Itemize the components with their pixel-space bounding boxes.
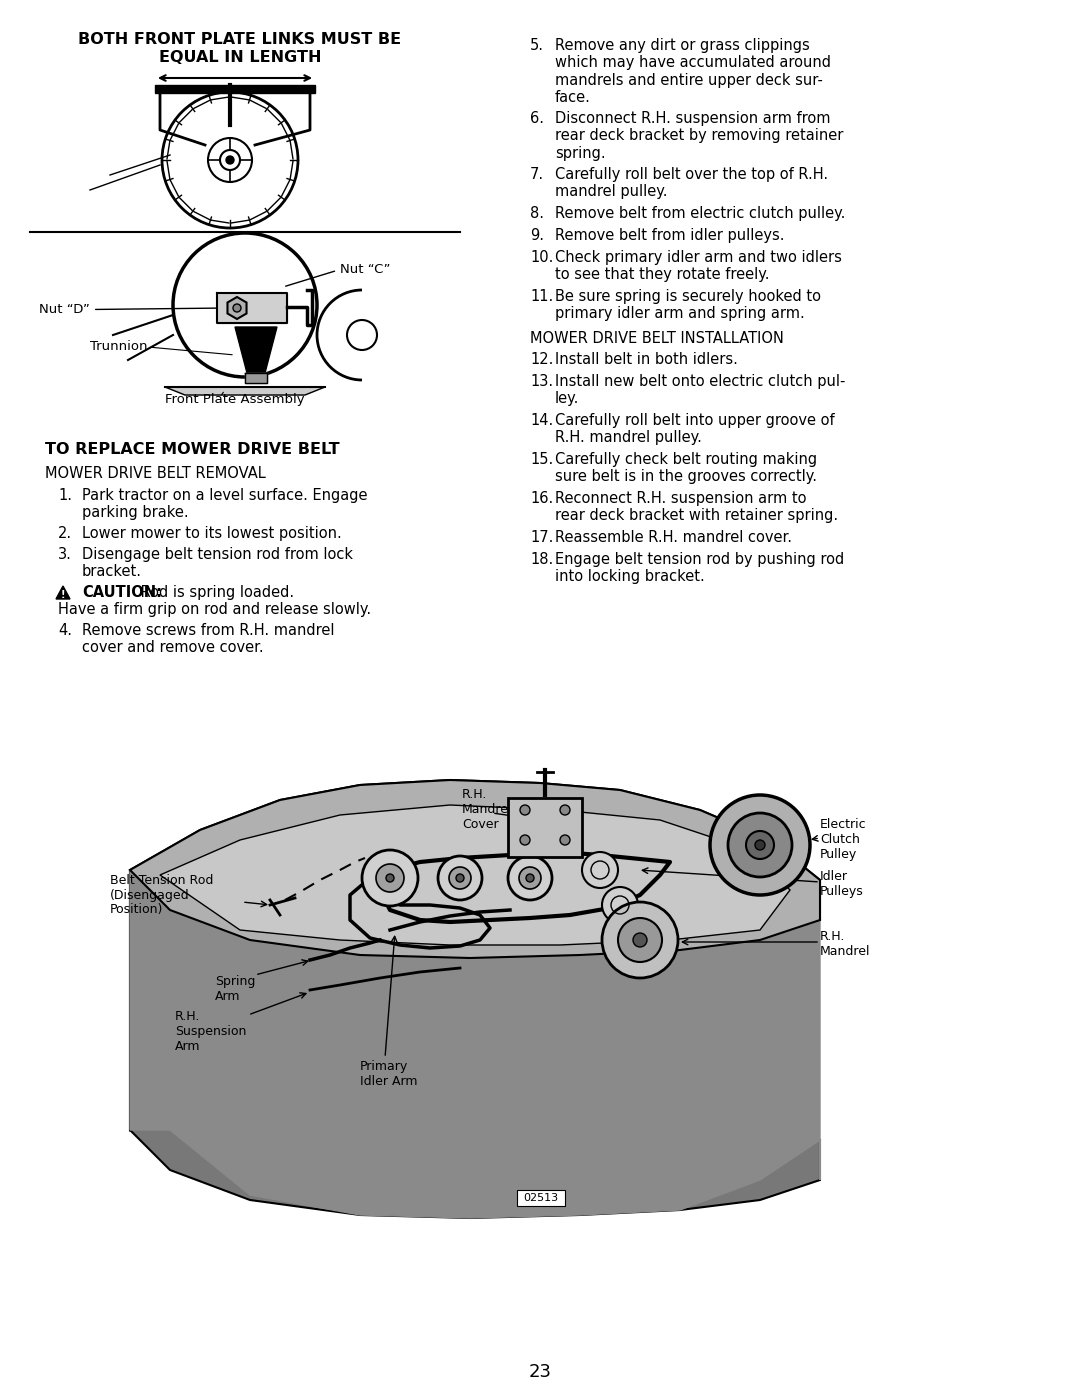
Text: 18.: 18. bbox=[530, 552, 553, 567]
Text: 17.: 17. bbox=[530, 529, 553, 545]
Text: 10.: 10. bbox=[530, 250, 553, 265]
Text: Install belt in both idlers.: Install belt in both idlers. bbox=[555, 352, 738, 367]
Text: BOTH FRONT PLATE LINKS MUST BE: BOTH FRONT PLATE LINKS MUST BE bbox=[79, 32, 402, 47]
Circle shape bbox=[519, 835, 530, 845]
Text: 5.: 5. bbox=[530, 38, 544, 53]
Text: 14.: 14. bbox=[530, 414, 553, 427]
Text: Idler
Pulleys: Idler Pulleys bbox=[820, 870, 864, 898]
Circle shape bbox=[755, 840, 765, 849]
Text: Carefully roll belt over the top of R.H.
mandrel pulley.: Carefully roll belt over the top of R.H.… bbox=[555, 168, 828, 200]
Text: Engage belt tension rod by pushing rod
into locking bracket.: Engage belt tension rod by pushing rod i… bbox=[555, 552, 845, 584]
Polygon shape bbox=[245, 373, 267, 383]
Text: 12.: 12. bbox=[530, 352, 553, 367]
Text: 4.: 4. bbox=[58, 623, 72, 638]
Circle shape bbox=[438, 856, 482, 900]
Text: EQUAL IN LENGTH: EQUAL IN LENGTH bbox=[159, 50, 321, 66]
Circle shape bbox=[386, 875, 394, 882]
Polygon shape bbox=[56, 585, 70, 599]
Polygon shape bbox=[165, 387, 325, 395]
Polygon shape bbox=[156, 85, 315, 94]
Polygon shape bbox=[160, 805, 789, 944]
Text: Install new belt onto electric clutch pul-
ley.: Install new belt onto electric clutch pu… bbox=[555, 374, 846, 407]
Text: 3.: 3. bbox=[58, 548, 72, 562]
Circle shape bbox=[710, 795, 810, 895]
Text: CAUTION:: CAUTION: bbox=[82, 585, 162, 599]
Text: Disconnect R.H. suspension arm from
rear deck bracket by removing retainer
sprin: Disconnect R.H. suspension arm from rear… bbox=[555, 110, 843, 161]
Text: 15.: 15. bbox=[530, 453, 553, 467]
Circle shape bbox=[456, 875, 464, 882]
Text: 8.: 8. bbox=[530, 205, 544, 221]
Text: Reconnect R.H. suspension arm to
rear deck bracket with retainer spring.: Reconnect R.H. suspension arm to rear de… bbox=[555, 490, 838, 524]
Circle shape bbox=[362, 849, 418, 907]
Text: MOWER DRIVE BELT REMOVAL: MOWER DRIVE BELT REMOVAL bbox=[45, 467, 266, 481]
Text: 16.: 16. bbox=[530, 490, 553, 506]
Text: Check primary idler arm and two idlers
to see that they rotate freely.: Check primary idler arm and two idlers t… bbox=[555, 250, 842, 282]
Text: 02513: 02513 bbox=[524, 1193, 558, 1203]
Text: 23: 23 bbox=[528, 1363, 552, 1382]
Polygon shape bbox=[130, 780, 820, 1218]
Text: Park tractor on a level surface. Engage
parking brake.: Park tractor on a level surface. Engage … bbox=[82, 488, 367, 521]
Text: Carefully roll belt into upper groove of
R.H. mandrel pulley.: Carefully roll belt into upper groove of… bbox=[555, 414, 835, 446]
Text: R.H.
Mandrel: R.H. Mandrel bbox=[820, 930, 870, 958]
Circle shape bbox=[602, 887, 638, 923]
Text: 2.: 2. bbox=[58, 527, 72, 541]
Text: Rod is spring loaded.: Rod is spring loaded. bbox=[136, 585, 295, 599]
Text: MOWER DRIVE BELT INSTALLATION: MOWER DRIVE BELT INSTALLATION bbox=[530, 331, 784, 346]
Text: Front Plate Assembly: Front Plate Assembly bbox=[165, 394, 305, 407]
Circle shape bbox=[618, 918, 662, 963]
Text: Electric
Clutch
Pulley: Electric Clutch Pulley bbox=[820, 819, 866, 861]
Text: 9.: 9. bbox=[530, 228, 544, 243]
Circle shape bbox=[376, 863, 404, 893]
Circle shape bbox=[561, 805, 570, 814]
Text: Lower mower to its lowest position.: Lower mower to its lowest position. bbox=[82, 527, 341, 541]
Text: Remove any dirt or grass clippings
which may have accumulated around
mandrels an: Remove any dirt or grass clippings which… bbox=[555, 38, 831, 105]
Circle shape bbox=[582, 852, 618, 888]
Circle shape bbox=[526, 875, 534, 882]
Text: Spring
Arm: Spring Arm bbox=[215, 975, 255, 1003]
Text: 6.: 6. bbox=[530, 110, 544, 126]
Text: 1.: 1. bbox=[58, 488, 72, 503]
Text: Remove belt from electric clutch pulley.: Remove belt from electric clutch pulley. bbox=[555, 205, 846, 221]
Polygon shape bbox=[130, 780, 820, 958]
Polygon shape bbox=[235, 327, 276, 373]
Text: Remove screws from R.H. mandrel
cover and remove cover.: Remove screws from R.H. mandrel cover an… bbox=[82, 623, 335, 655]
Text: Primary
Idler Arm: Primary Idler Arm bbox=[360, 1060, 418, 1088]
FancyBboxPatch shape bbox=[517, 1190, 565, 1206]
Circle shape bbox=[633, 933, 647, 947]
Polygon shape bbox=[130, 870, 820, 1218]
Circle shape bbox=[226, 156, 234, 163]
Text: !: ! bbox=[60, 590, 65, 599]
Text: 13.: 13. bbox=[530, 374, 553, 388]
Circle shape bbox=[746, 831, 774, 859]
Circle shape bbox=[602, 902, 678, 978]
Text: Have a firm grip on rod and release slowly.: Have a firm grip on rod and release slow… bbox=[58, 602, 372, 617]
Text: Nut “D”: Nut “D” bbox=[39, 303, 225, 316]
Circle shape bbox=[519, 868, 541, 888]
Circle shape bbox=[508, 856, 552, 900]
Text: Disengage belt tension rod from lock
bracket.: Disengage belt tension rod from lock bra… bbox=[82, 548, 353, 580]
Text: R.H.
Suspension
Arm: R.H. Suspension Arm bbox=[175, 1010, 246, 1053]
Text: Remove belt from idler pulleys.: Remove belt from idler pulleys. bbox=[555, 228, 784, 243]
Text: Trunnion: Trunnion bbox=[90, 341, 148, 353]
Circle shape bbox=[233, 305, 241, 312]
Polygon shape bbox=[217, 293, 287, 323]
Circle shape bbox=[519, 805, 530, 814]
Circle shape bbox=[561, 835, 570, 845]
Circle shape bbox=[449, 868, 471, 888]
FancyBboxPatch shape bbox=[508, 798, 582, 856]
Text: Carefully check belt routing making
sure belt is in the grooves correctly.: Carefully check belt routing making sure… bbox=[555, 453, 818, 485]
Text: R.H.
Mandrel
Cover: R.H. Mandrel Cover bbox=[462, 788, 513, 831]
Text: Reassemble R.H. mandrel cover.: Reassemble R.H. mandrel cover. bbox=[555, 529, 792, 545]
Text: Be sure spring is securely hooked to
primary idler arm and spring arm.: Be sure spring is securely hooked to pri… bbox=[555, 289, 821, 321]
Circle shape bbox=[728, 813, 792, 877]
Text: 7.: 7. bbox=[530, 168, 544, 182]
Text: 11.: 11. bbox=[530, 289, 553, 305]
Text: Nut “C”: Nut “C” bbox=[285, 263, 391, 286]
Text: TO REPLACE MOWER DRIVE BELT: TO REPLACE MOWER DRIVE BELT bbox=[45, 441, 339, 457]
Text: Belt Tension Rod
(Disengaged
Position): Belt Tension Rod (Disengaged Position) bbox=[110, 873, 214, 916]
